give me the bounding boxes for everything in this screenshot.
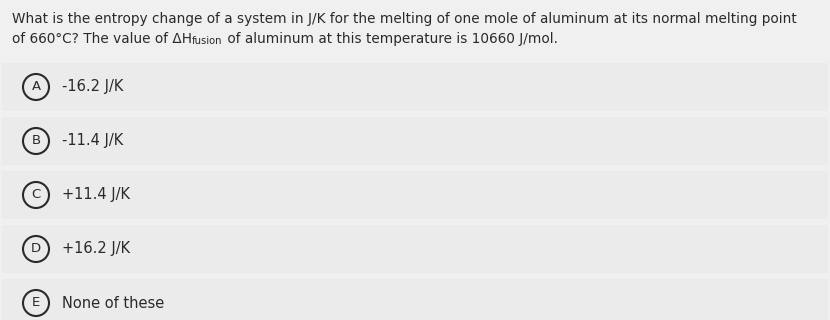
FancyBboxPatch shape	[2, 171, 828, 219]
Text: of 660°C? The value of ΔH: of 660°C? The value of ΔH	[12, 32, 192, 46]
Text: D: D	[31, 243, 41, 255]
Text: fusion: fusion	[192, 36, 222, 46]
Text: C: C	[32, 188, 41, 202]
Text: A: A	[32, 81, 41, 93]
FancyBboxPatch shape	[2, 63, 828, 111]
Text: B: B	[32, 134, 41, 148]
Text: -16.2 J/K: -16.2 J/K	[62, 79, 124, 94]
FancyBboxPatch shape	[2, 279, 828, 320]
FancyBboxPatch shape	[2, 117, 828, 165]
Text: None of these: None of these	[62, 295, 164, 310]
Text: What is the entropy change of a system in J/K for the melting of one mole of alu: What is the entropy change of a system i…	[12, 12, 797, 26]
FancyBboxPatch shape	[2, 225, 828, 273]
Text: -11.4 J/K: -11.4 J/K	[62, 133, 123, 148]
Text: of aluminum at this temperature is 10660 J/mol.: of aluminum at this temperature is 10660…	[222, 32, 558, 46]
Text: +16.2 J/K: +16.2 J/K	[62, 242, 130, 257]
Text: +11.4 J/K: +11.4 J/K	[62, 188, 130, 203]
Text: E: E	[32, 297, 40, 309]
